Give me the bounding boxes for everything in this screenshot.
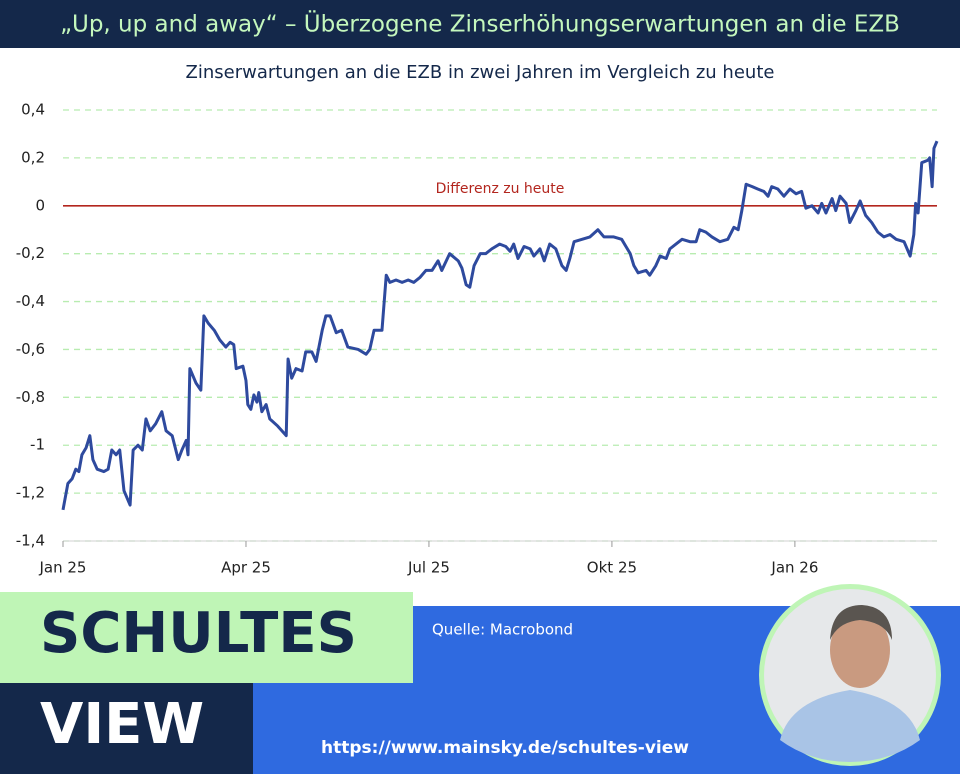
x-tick-label: Jan 25 xyxy=(39,559,87,577)
source: Quelle: Macrobond xyxy=(432,621,573,639)
data-line xyxy=(61,140,939,511)
portrait-face xyxy=(830,612,890,688)
chart-subtitle: Zinserwartungen an die EZB in zwei Jahre… xyxy=(186,62,775,83)
brand-line1: SCHULTES xyxy=(40,601,357,666)
y-tick-label: -1 xyxy=(30,436,45,454)
y-tick-label: -0,2 xyxy=(16,244,45,262)
brand-line2: VIEW xyxy=(40,692,204,757)
y-tick-label: -0,8 xyxy=(16,388,45,406)
y-tick-label: -1,2 xyxy=(16,484,45,502)
reference-label: Differenz zu heute xyxy=(436,181,565,197)
y-tick-label: 0 xyxy=(35,196,45,214)
y-tick-label: -1,4 xyxy=(16,532,45,550)
title-banner xyxy=(0,0,960,48)
y-tick-label: 0,2 xyxy=(21,148,45,166)
brand-box xyxy=(0,592,413,683)
y-tick-label: 0,4 xyxy=(21,101,45,119)
x-tick-label: Okt 25 xyxy=(587,559,637,577)
url: https://www.mainsky.de/schultes-view xyxy=(321,738,689,758)
x-tick-label: Apr 25 xyxy=(221,559,271,577)
chart-title: „Up, up and away“ – Überzogene Zinserhöh… xyxy=(60,10,900,38)
portrait xyxy=(759,584,941,766)
y-tick-label: -0,6 xyxy=(16,340,45,358)
y-tick-label: -0,4 xyxy=(16,292,45,310)
portrait-shirt xyxy=(780,690,920,762)
x-tick-label: Jul 25 xyxy=(407,559,450,577)
plot: -1,4 -1,2 -1 -0,8 -0,6 -0,4 -0,2 0 0,2 0,4 Jan 25 A… xyxy=(16,101,939,577)
portrait-hair xyxy=(830,605,892,640)
brand-box-dark xyxy=(0,683,253,774)
x-tick-label: Jan 26 xyxy=(770,559,818,577)
